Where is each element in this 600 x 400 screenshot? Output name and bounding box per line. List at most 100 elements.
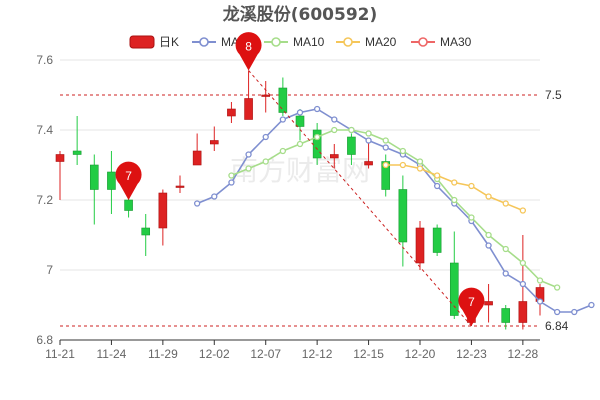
ma-point-ma10 xyxy=(502,245,509,253)
legend-swatch-dot xyxy=(418,37,428,47)
marker-pin xyxy=(458,287,485,326)
legend-swatch-dot xyxy=(199,37,209,47)
candle-body xyxy=(484,301,493,306)
ma-point-ma5 xyxy=(313,105,321,113)
ma-point-ma5 xyxy=(485,242,492,249)
moving-average-lines xyxy=(193,105,595,316)
ma-point-ma10 xyxy=(262,158,269,165)
y-tick-label: 7.2 xyxy=(36,193,53,207)
ma-point-ma10 xyxy=(519,259,527,267)
ma-point-ma10 xyxy=(365,130,372,137)
ma-point-ma20 xyxy=(451,179,458,186)
candle-body xyxy=(364,161,373,166)
legend-label: MA10 xyxy=(293,35,325,49)
ma-point-ma10 xyxy=(348,126,355,134)
x-tick-label: 12-23 xyxy=(456,347,487,361)
ma-point-ma10 xyxy=(245,165,252,172)
y-tick-label: 7.4 xyxy=(36,123,53,137)
candle-body xyxy=(141,227,151,236)
x-tick-label: 11-21 xyxy=(45,347,75,361)
candle-body xyxy=(72,150,82,155)
ma-point-ma5 xyxy=(588,301,595,309)
candle-body xyxy=(449,262,459,316)
y-tick-label: 7 xyxy=(46,263,53,277)
ma-point-ma20 xyxy=(502,200,509,207)
legend-swatch-dot xyxy=(343,37,353,47)
candle-body xyxy=(295,115,305,127)
ma-point-ma10 xyxy=(331,126,338,134)
legend-label: 日K xyxy=(159,35,179,49)
candle-body xyxy=(89,164,99,190)
candle-body xyxy=(261,94,271,97)
ma-point-ma10 xyxy=(228,172,235,179)
chart-title: 龙溪股份(600592) xyxy=(222,4,378,25)
candles xyxy=(55,70,545,330)
marker-pin-label: 7 xyxy=(468,295,475,309)
ma-point-ma5 xyxy=(382,144,389,151)
ma-point-ma10 xyxy=(553,284,561,291)
x-tick-label: 12-20 xyxy=(405,347,436,361)
ma-line-ma5 xyxy=(196,108,592,313)
watermark: 南方财富网 xyxy=(230,154,370,187)
ma-point-ma10 xyxy=(416,158,424,165)
ma-point-ma20 xyxy=(399,161,407,169)
reference-line-label: 6.84 xyxy=(545,319,569,333)
marker-pin xyxy=(235,32,262,71)
y-tick-label: 7.6 xyxy=(36,53,53,67)
x-tick-label: 12-07 xyxy=(250,347,281,361)
legend-label: MA30 xyxy=(440,35,472,49)
ma-point-ma10 xyxy=(451,196,458,204)
ma-point-ma5 xyxy=(536,298,544,305)
ma-point-ma5 xyxy=(193,200,201,207)
candle-body xyxy=(381,161,391,190)
ma-point-ma5 xyxy=(279,116,287,123)
ma-point-ma20 xyxy=(485,193,492,200)
marker-pin-label: 8 xyxy=(245,40,252,54)
price-markers: 8 7 7 xyxy=(115,32,485,326)
ma-point-ma5 xyxy=(365,137,372,144)
candle-body xyxy=(432,227,442,253)
ma-point-ma20 xyxy=(519,207,527,214)
ma-point-ma10 xyxy=(399,147,407,155)
ma-point-ma10 xyxy=(313,133,321,141)
x-tick-label: 12-15 xyxy=(353,347,384,361)
ma-point-ma10 xyxy=(296,140,304,148)
x-tick-label: 12-12 xyxy=(302,347,333,361)
candle-body xyxy=(107,171,116,190)
trendline xyxy=(248,70,472,327)
candle-body xyxy=(192,150,202,166)
ma-point-ma5 xyxy=(519,280,527,288)
legend: 日K MA5 MA10 MA20 MA30 xyxy=(129,35,472,49)
candle-body xyxy=(55,154,65,162)
reference-lines: 7.5 6.84 xyxy=(60,88,569,333)
ma-point-ma5 xyxy=(262,133,269,141)
candle-body xyxy=(124,199,133,211)
ma-point-ma5 xyxy=(228,179,235,186)
ma-point-ma5 xyxy=(245,151,252,158)
x-tick-label: 12-02 xyxy=(199,347,230,361)
ma-point-ma10 xyxy=(468,214,475,221)
marker-pin-label: 7 xyxy=(125,169,132,183)
ma-point-ma20 xyxy=(382,161,389,169)
x-axis: 11-21 11-24 11-29 12-02 12-07 12-12 12-15 12-20… xyxy=(45,339,540,361)
candle-body xyxy=(158,192,168,229)
x-tick-label: 11-24 xyxy=(97,347,127,361)
trendline xyxy=(248,70,472,327)
ma-point-ma5 xyxy=(433,182,441,190)
candle-body xyxy=(175,185,185,188)
candle-body xyxy=(415,227,425,264)
legend-label: MA20 xyxy=(365,35,397,49)
ma-point-ma20 xyxy=(433,172,441,179)
ma-point-ma5 xyxy=(571,308,578,316)
candle-body xyxy=(501,308,511,323)
legend-swatch-candle xyxy=(129,35,155,49)
ma-point-ma5 xyxy=(211,193,218,200)
ma-point-ma5 xyxy=(502,270,509,277)
candle-body xyxy=(209,140,219,145)
reference-line-label: 7.5 xyxy=(545,88,562,102)
x-tick-label: 12-28 xyxy=(508,347,539,361)
candle-body xyxy=(329,154,339,159)
candle-body xyxy=(347,136,356,155)
legend-swatch-dot xyxy=(271,37,281,47)
